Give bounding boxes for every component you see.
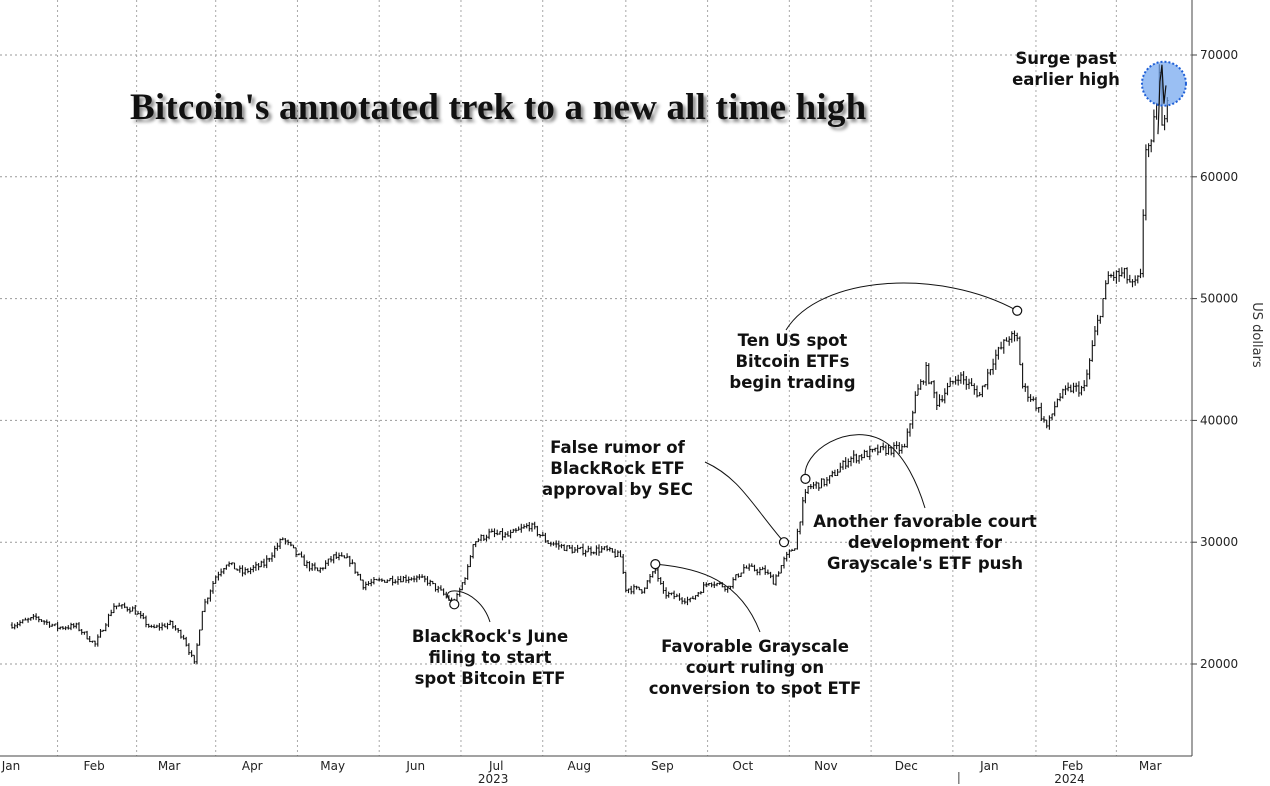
x-tick-label: Oct	[732, 759, 753, 773]
x-tick-label: May	[320, 759, 345, 773]
year-label: 2024	[1054, 772, 1085, 786]
leader-grayscale-court	[804, 434, 926, 509]
marker-false-rumor	[778, 537, 790, 548]
annotation-grayscale-court: Another favorable court development for …	[813, 512, 1037, 573]
x-tick-label: Feb	[83, 759, 104, 773]
marker-blackrock-filing	[449, 599, 460, 610]
y-tick-label: 20000	[1200, 657, 1238, 671]
x-tick-label: Mar	[158, 759, 181, 773]
chart-title: Bitcoin's annotated trek to a new all ti…	[130, 87, 867, 128]
surge-highlight	[1140, 60, 1187, 107]
annotation-surge: Surge past earlier high	[1012, 49, 1120, 89]
annotation-false-rumor: False rumor of BlackRock ETF approval by…	[541, 438, 694, 499]
y-tick-label: 40000	[1200, 413, 1238, 427]
annotation-blackrock-filing: BlackRock's June filing to start spot Bi…	[411, 627, 569, 688]
marker-grayscale-court	[800, 473, 811, 484]
x-tick-label: Jun	[405, 759, 425, 773]
y-axis-label: US dollars	[1249, 302, 1264, 368]
x-tick-label: Sep	[651, 759, 674, 773]
leader-false-rumor	[704, 461, 785, 543]
price-series	[10, 64, 1169, 665]
annotation-markers	[449, 60, 1187, 610]
leader-grayscale-ruling	[655, 563, 761, 633]
x-tick-label: Nov	[814, 759, 837, 773]
x-tick-label: Feb	[1062, 759, 1083, 773]
y-tick-label: 60000	[1200, 170, 1238, 184]
y-tick-label: 30000	[1200, 535, 1238, 549]
leader-etf-trading	[785, 282, 1018, 331]
annotation-leaders	[447, 282, 1018, 633]
y-tick-label: 70000	[1200, 48, 1238, 62]
surge-price-tip	[1157, 64, 1167, 135]
annotation-etf-trading: Ten US spot Bitcoin ETFs begin trading	[729, 331, 856, 392]
x-tick-label: Jul	[488, 759, 503, 773]
x-tick-label: Aug	[568, 759, 591, 773]
y-tick-label: 50000	[1200, 292, 1238, 306]
x-tick-label: Jan	[1, 759, 21, 773]
gridlines	[0, 0, 1192, 756]
x-tick-label: Dec	[895, 759, 918, 773]
x-tick-label: Jan	[979, 759, 999, 773]
annotation-grayscale-ruling: Favorable Grayscale court ruling on conv…	[648, 637, 862, 698]
year-label: 2023	[478, 772, 509, 786]
price-bars	[10, 64, 1169, 665]
x-tick-label: Apr	[242, 759, 263, 773]
x-tick-label: Mar	[1139, 759, 1162, 773]
marker-etf-trading	[1012, 305, 1023, 316]
marker-grayscale-ruling	[650, 559, 661, 570]
